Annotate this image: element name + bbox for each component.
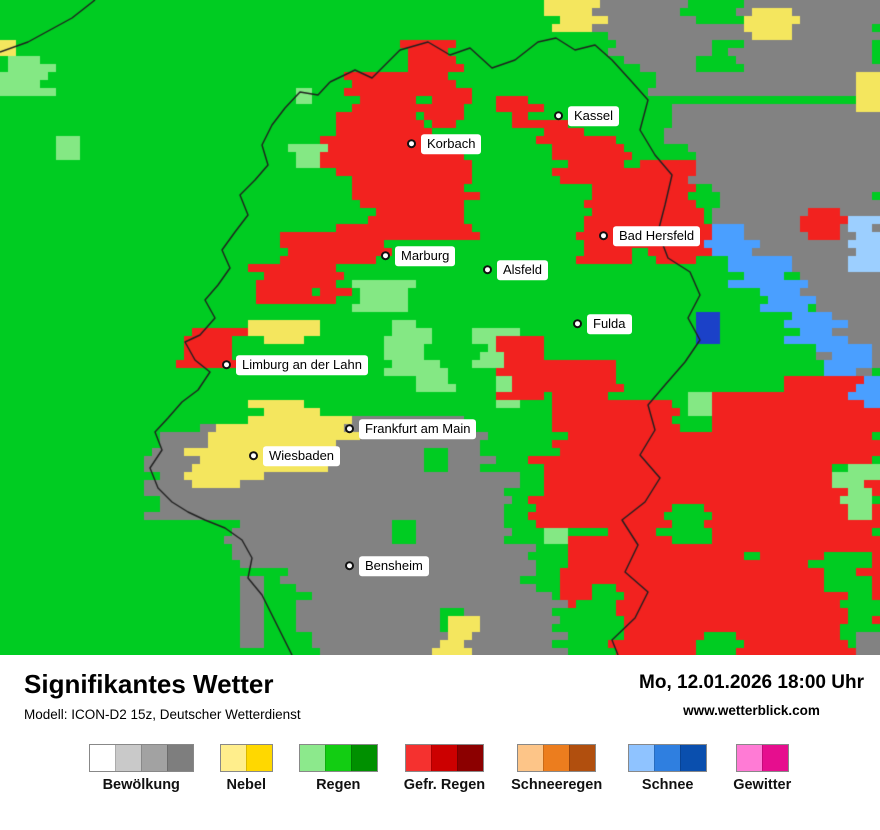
legend-group: Gefr. Regen <box>404 744 485 793</box>
legend-swatch-strip <box>298 744 378 772</box>
legend-swatch <box>299 745 325 771</box>
legend: Bewölkung Nebel Regen Gefr. Regen Schneerege… <box>0 744 880 793</box>
city-dot <box>573 319 582 329</box>
legend-group: Schnee <box>628 744 708 793</box>
legend-swatch <box>456 745 483 771</box>
footer: Signifikantes Wetter Modell: ICON-D2 15z… <box>0 655 880 830</box>
legend-label: Nebel <box>226 777 267 793</box>
legend-swatch <box>89 745 115 771</box>
header-right: Mo, 12.01.2026 18:00 Uhr www.wetterblick… <box>639 672 864 718</box>
city-label: Bensheim <box>359 556 429 576</box>
city-dot <box>554 111 563 121</box>
city-marker: Kassel <box>554 106 620 126</box>
legend-group: Gewitter <box>733 744 791 793</box>
city-label: Frankfurt am Main <box>359 419 477 439</box>
header-left: Signifikantes Wetter Modell: ICON-D2 15z… <box>24 669 301 722</box>
city-dot <box>345 424 354 434</box>
city-marker: Korbach <box>407 134 482 154</box>
legend-swatch <box>220 745 246 771</box>
legend-swatch <box>245 745 272 771</box>
city-marker: Limburg an der Lahn <box>222 355 368 375</box>
city-dot <box>599 231 608 241</box>
legend-label: Gewitter <box>733 777 792 793</box>
city-marker: Bad Hersfeld <box>599 226 701 246</box>
legend-group: Schneeregen <box>511 744 602 793</box>
city-marker: Fulda <box>573 314 632 334</box>
model-info: Modell: ICON-D2 15z, Deutscher Wetterdie… <box>24 707 301 722</box>
weather-raster-canvas <box>0 0 880 655</box>
website-url: www.wetterblick.com <box>683 703 820 718</box>
city-dot <box>381 251 390 261</box>
legend-swatch <box>140 745 167 771</box>
city-label: Bad Hersfeld <box>613 226 701 246</box>
legend-swatch <box>736 745 762 771</box>
legend-swatch <box>680 745 707 771</box>
legend-swatch <box>629 745 655 771</box>
forecast-datetime: Mo, 12.01.2026 18:00 Uhr <box>639 672 864 693</box>
city-label: Alsfeld <box>497 260 549 280</box>
legend-swatch-strip <box>628 744 708 772</box>
legend-swatch <box>518 745 544 771</box>
legend-swatch <box>114 745 141 771</box>
legend-group: Regen <box>298 744 378 793</box>
city-layer: Kassel Korbach Marburg Bad Hersfeld Alsfeld F… <box>222 106 701 576</box>
legend-swatch <box>543 745 570 771</box>
legend-swatch <box>350 745 377 771</box>
city-dot <box>345 561 354 571</box>
city-label: Marburg <box>395 246 456 266</box>
legend-swatch-strip <box>735 744 789 772</box>
city-marker: Bensheim <box>345 556 429 576</box>
city-dot <box>222 360 231 370</box>
legend-label: Schnee <box>641 777 694 793</box>
legend-label: Schneeregen <box>511 777 603 793</box>
header-row: Signifikantes Wetter Modell: ICON-D2 15z… <box>0 655 880 722</box>
legend-swatch <box>654 745 681 771</box>
city-label: Limburg an der Lahn <box>236 355 368 375</box>
city-label: Korbach <box>421 134 482 154</box>
legend-swatch <box>569 745 596 771</box>
city-dot <box>249 451 258 461</box>
legend-swatch <box>166 745 193 771</box>
legend-swatch-strip <box>88 744 194 772</box>
legend-swatch-strip <box>517 744 597 772</box>
legend-swatch-strip <box>404 744 484 772</box>
legend-swatch <box>405 745 431 771</box>
legend-swatch <box>324 745 351 771</box>
city-marker: Marburg <box>381 246 456 266</box>
legend-label: Gefr. Regen <box>403 777 486 793</box>
legend-swatch <box>761 745 788 771</box>
city-label: Fulda <box>587 314 632 334</box>
legend-label: Bewölkung <box>102 777 180 793</box>
legend-group: Bewölkung <box>88 744 194 793</box>
city-label: Wiesbaden <box>263 446 341 466</box>
legend-group: Nebel <box>219 744 273 793</box>
city-marker: Wiesbaden <box>249 446 341 466</box>
legend-swatch <box>430 745 457 771</box>
page-title: Signifikantes Wetter <box>24 669 274 699</box>
city-marker: Frankfurt am Main <box>345 419 477 439</box>
city-label: Kassel <box>568 106 620 126</box>
legend-label: Regen <box>316 777 361 793</box>
weather-map: Kassel Korbach Marburg Bad Hersfeld Alsfeld F… <box>0 0 880 655</box>
city-marker: Alsfeld <box>483 260 549 280</box>
city-dot <box>483 265 492 275</box>
city-dot <box>407 139 416 149</box>
legend-swatch-strip <box>219 744 273 772</box>
